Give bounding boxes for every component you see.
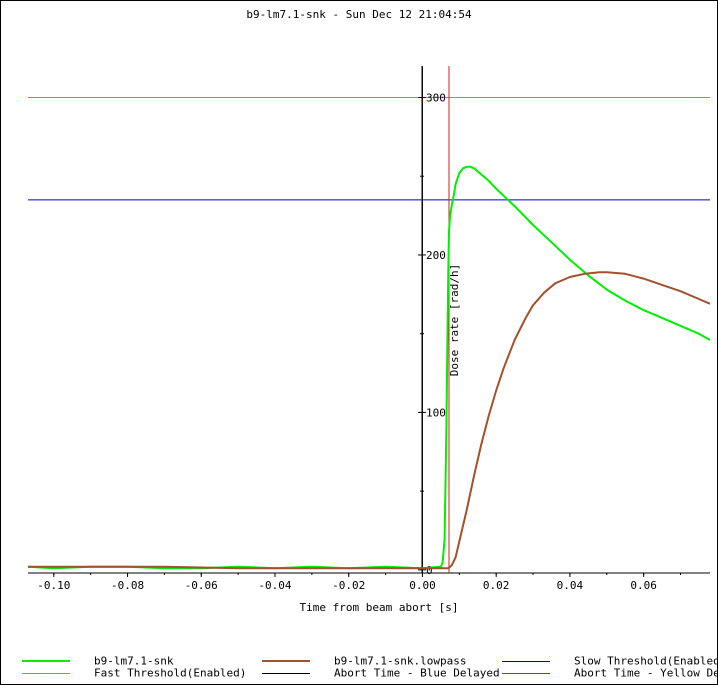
chart-plot: -0.10 -0.08 -0.06 -0.04 -0.02 0.00 0.02 0.04 0.0… [27,66,711,614]
legend-item: Fast Threshold(Enabled) [22,666,247,680]
legend-label: Abort Time - Yellow Delayed [574,666,718,680]
series-line-0 [27,165,711,570]
legend-item: b9-lm7.1-snk.lowpass [262,654,467,668]
legend-item: Abort Time - Blue Delayed [262,666,500,680]
legend-swatch [502,660,550,662]
legend-label: Fast Threshold(Enabled) [94,666,247,680]
x-tick-label: -0.04 [258,579,291,592]
legend-swatch [262,660,310,662]
x-tick-label: -0.08 [111,579,144,592]
legend-label: Slow Threshold(Enabled) [574,654,718,668]
legend-label: Abort Time - Blue Delayed [334,666,500,680]
y-tick-label: 0 [426,564,433,577]
chart-title: b9-lm7.1-snk - Sun Dec 12 21:04:54 [246,8,472,21]
x-tick-label: -0.10 [37,579,70,592]
x-tick-label: 0.02 [483,579,510,592]
legend-label: b9-lm7.1-snk.lowpass [334,654,467,668]
legend-label: b9-lm7.1-snk [94,654,174,668]
x-tick-label: -0.06 [185,579,218,592]
legend-item: Slow Threshold(Enabled) [502,654,718,668]
y-axis-label: Dose rate [rad/h] [448,264,461,377]
x-tick-label: 0.06 [630,579,657,592]
legend-swatch [262,672,310,674]
legend-swatch [22,660,70,662]
y-tick-label: 300 [426,91,446,104]
y-tick-label: 100 [426,406,446,419]
x-tick-label: 0.00 [409,579,436,592]
x-tick-label: -0.02 [332,579,365,592]
x-tick-label: 0.04 [557,579,584,592]
chart-legend: b9-lm7.1-snk b9-lm7.1-snk.lowpass Slow Thr… [0,640,718,685]
legend-swatch [502,672,550,674]
legend-swatch [22,672,70,674]
series-line-1 [28,271,711,570]
x-axis-label: Time from beam abort [s] [300,601,459,614]
legend-item: b9-lm7.1-snk [22,654,174,668]
legend-item: Abort Time - Yellow Delayed [502,666,718,680]
y-tick-label: 200 [426,249,446,262]
